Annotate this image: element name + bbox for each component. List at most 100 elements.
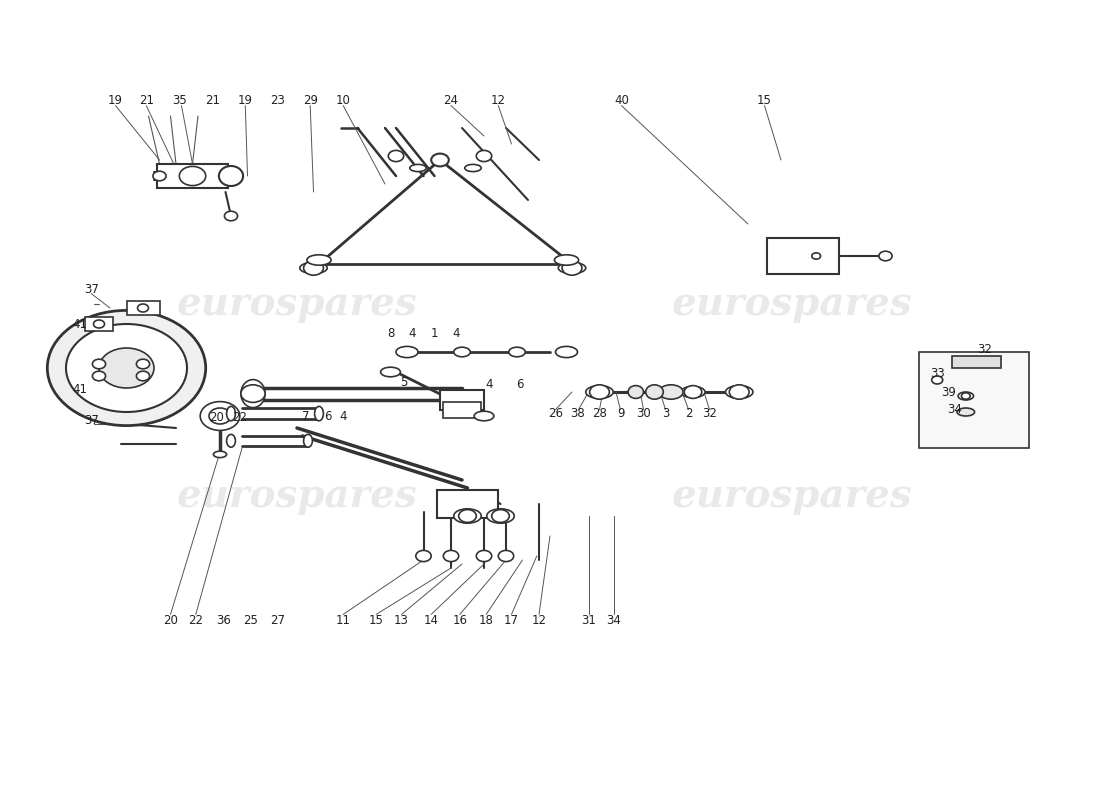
Circle shape (92, 371, 106, 381)
Ellipse shape (558, 262, 585, 274)
Text: 26: 26 (548, 407, 563, 420)
Bar (969, 358, 982, 365)
Circle shape (304, 261, 323, 275)
Text: 31: 31 (581, 614, 596, 626)
Text: eurospares: eurospares (672, 285, 912, 323)
Circle shape (476, 550, 492, 562)
Bar (768, 238, 838, 274)
Text: 15: 15 (757, 94, 772, 106)
Text: 37: 37 (84, 283, 99, 296)
Text: 4: 4 (409, 327, 416, 340)
Text: 18: 18 (478, 614, 494, 626)
Text: 27: 27 (270, 614, 285, 626)
Text: 1: 1 (431, 327, 438, 340)
Circle shape (459, 510, 476, 522)
Circle shape (476, 150, 492, 162)
Text: eurospares: eurospares (177, 477, 417, 515)
Text: eurospares: eurospares (177, 285, 417, 323)
Circle shape (729, 385, 749, 399)
Ellipse shape (474, 411, 494, 421)
Circle shape (416, 550, 431, 562)
Text: 16: 16 (452, 614, 468, 626)
Circle shape (209, 408, 231, 424)
Circle shape (932, 376, 943, 384)
Text: 22: 22 (188, 614, 204, 626)
Ellipse shape (486, 509, 515, 523)
Circle shape (136, 359, 150, 369)
Text: 40: 40 (614, 94, 629, 106)
Ellipse shape (213, 451, 227, 458)
Text: 14: 14 (424, 614, 439, 626)
Text: 32: 32 (702, 407, 717, 420)
Text: 21: 21 (205, 94, 220, 106)
Ellipse shape (957, 408, 975, 416)
Ellipse shape (299, 262, 328, 274)
Ellipse shape (508, 347, 526, 357)
Text: 2: 2 (685, 407, 692, 420)
Text: 3: 3 (662, 407, 669, 420)
Circle shape (47, 310, 206, 426)
Text: eurospares: eurospares (672, 477, 912, 515)
Text: 6: 6 (517, 378, 524, 390)
Text: 17: 17 (504, 614, 519, 626)
Circle shape (388, 150, 404, 162)
Circle shape (431, 154, 449, 166)
Ellipse shape (409, 164, 427, 172)
Ellipse shape (227, 406, 235, 421)
Circle shape (99, 348, 154, 388)
Bar (918, 352, 1028, 448)
Text: 6: 6 (324, 410, 331, 422)
Ellipse shape (315, 406, 323, 421)
Circle shape (879, 251, 892, 261)
Ellipse shape (241, 380, 265, 408)
Ellipse shape (585, 386, 614, 398)
Text: 30: 30 (636, 407, 651, 420)
Text: 9: 9 (618, 407, 625, 420)
Circle shape (492, 510, 509, 522)
Circle shape (92, 359, 106, 369)
Text: 41: 41 (73, 383, 88, 396)
Text: 21: 21 (139, 94, 154, 106)
Text: 23: 23 (270, 94, 285, 106)
Ellipse shape (812, 253, 821, 259)
Ellipse shape (307, 254, 331, 266)
Bar (440, 390, 484, 410)
Text: 10: 10 (336, 94, 351, 106)
Text: 20: 20 (209, 411, 224, 424)
Text: 29: 29 (302, 94, 318, 106)
Text: 8: 8 (387, 327, 394, 340)
Text: 33: 33 (930, 367, 945, 380)
Ellipse shape (453, 347, 471, 357)
Text: 11: 11 (336, 614, 351, 626)
Bar (437, 490, 497, 518)
Circle shape (684, 386, 702, 398)
Text: 41: 41 (73, 318, 88, 330)
Text: 12: 12 (491, 94, 506, 106)
Text: 19: 19 (238, 94, 253, 106)
Circle shape (443, 550, 459, 562)
Ellipse shape (138, 304, 148, 312)
Text: 25: 25 (243, 614, 258, 626)
Bar (126, 301, 160, 315)
Ellipse shape (304, 434, 312, 447)
Ellipse shape (464, 164, 482, 172)
Circle shape (562, 261, 582, 275)
Ellipse shape (94, 320, 104, 328)
Circle shape (179, 166, 206, 186)
Text: 34: 34 (947, 403, 962, 416)
Polygon shape (952, 356, 1001, 368)
Ellipse shape (958, 392, 974, 400)
Text: 4: 4 (453, 327, 460, 340)
Text: 35: 35 (172, 94, 187, 106)
Text: 13: 13 (394, 614, 409, 626)
Circle shape (241, 385, 265, 402)
Text: 12: 12 (531, 614, 547, 626)
Circle shape (66, 324, 187, 412)
Ellipse shape (381, 367, 400, 377)
Bar (442, 402, 482, 418)
Ellipse shape (659, 385, 683, 399)
Text: 22: 22 (232, 411, 248, 424)
Text: 36: 36 (216, 614, 231, 626)
Text: 38: 38 (570, 407, 585, 420)
Ellipse shape (227, 434, 235, 447)
